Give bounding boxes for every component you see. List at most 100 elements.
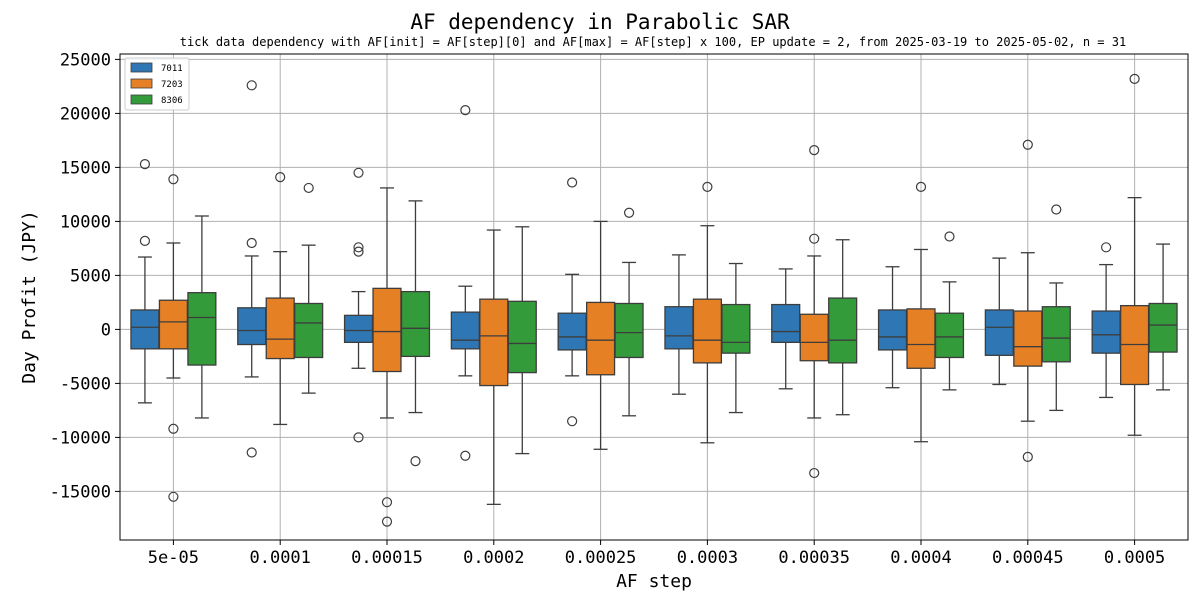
legend-swatch-7203 (130, 78, 153, 89)
box-iqr (450, 311, 480, 350)
box-8306-0.0005 (1148, 243, 1178, 391)
outlier-point (353, 167, 364, 178)
box-7011-5e-05 (130, 159, 160, 404)
outlier-point (275, 172, 286, 183)
outlier-point (353, 242, 364, 253)
x-tick-label: 0.0001 (249, 548, 310, 568)
outlier-point (303, 182, 314, 194)
box-iqr (906, 308, 936, 369)
box-iqr (585, 301, 616, 376)
box-iqr (158, 299, 189, 350)
box-8306-0.00025 (614, 207, 644, 417)
outlier-point (168, 174, 179, 185)
box-7203-0.00025 (585, 220, 616, 450)
box-iqr (265, 297, 295, 360)
y-tick-label: 25000 (60, 50, 111, 70)
box-iqr (721, 303, 751, 354)
legend-swatch-7011 (130, 62, 153, 73)
box-7203-0.00045 (1013, 139, 1043, 462)
legend: 7011 7203 8306 (124, 57, 190, 111)
y-tick-label: -5000 (60, 374, 111, 394)
x-tick-label: 0.0004 (890, 548, 951, 568)
box-iqr (1013, 310, 1043, 367)
outlier-point (460, 105, 471, 116)
x-axis-label: AF step (616, 571, 692, 592)
box-iqr (1148, 302, 1178, 353)
box-7011-0.00025 (557, 177, 587, 427)
outlier-point (246, 447, 257, 458)
outlier-point (168, 423, 179, 434)
box-iqr (877, 309, 908, 351)
outlier-point (567, 416, 578, 427)
box-8306-0.00045 (1041, 204, 1071, 412)
x-tick-label: 0.00015 (351, 548, 423, 568)
x-tick-label: 0.0005 (1104, 548, 1165, 568)
outlier-point (1101, 242, 1112, 253)
x-tick-label: 5e-05 (148, 548, 199, 568)
box-iqr (507, 300, 537, 374)
outlier-point (139, 235, 151, 246)
box-8306-0.00015 (400, 200, 431, 467)
legend-label-7203: 7203 (161, 80, 183, 90)
box-iqr (130, 309, 160, 350)
legend-label-8306: 8306 (161, 96, 183, 106)
outlier-point (139, 159, 151, 170)
outlier-point (460, 450, 471, 461)
plot-frame (119, 53, 1189, 541)
y-tick-label: -15000 (50, 482, 111, 502)
outlier-point (623, 207, 635, 218)
outlier-point (246, 237, 257, 249)
x-tick-label: 0.0002 (463, 548, 524, 568)
y-tick-label: 0 (101, 320, 111, 340)
box-iqr (1091, 310, 1121, 354)
box-7011-0.0005 (1091, 242, 1121, 399)
box-iqr (828, 297, 858, 364)
y-tick-label: 5000 (70, 266, 111, 286)
box-iqr (187, 292, 217, 366)
outlier-point (944, 231, 955, 242)
outlier-point (1022, 139, 1033, 150)
box-8306-0.0002 (507, 226, 537, 455)
x-axis-ticks: 5e-05 0.0001 0.00015 0.0002 0.00025 0.0003 0.0… (148, 540, 1165, 568)
y-tick-label: 20000 (60, 104, 111, 124)
box-7203-0.0001 (265, 172, 295, 426)
box-iqr (614, 302, 644, 359)
box-7203-0.0003 (692, 181, 723, 444)
box-iqr (557, 312, 587, 351)
outlier-point (809, 233, 820, 244)
outlier-point (353, 432, 364, 443)
y-axis-ticks: -15000 -10000 -5000 0 5000 10000 15000 20000 250… (50, 50, 120, 502)
outlier-point (381, 516, 393, 527)
legend-label-7011: 7011 (161, 64, 183, 74)
x-tick-label: 0.00035 (778, 548, 850, 568)
box-iqr (799, 313, 829, 362)
box-7203-0.0005 (1119, 73, 1150, 436)
box-7011-0.00045 (984, 257, 1014, 386)
x-tick-label: 0.00025 (565, 548, 637, 568)
box-7203-0.0004 (906, 181, 936, 443)
outlier-point (915, 181, 927, 192)
x-tick-label: 0.00045 (992, 548, 1064, 568)
box-iqr (294, 302, 324, 359)
box-plots (130, 73, 1178, 527)
box-7011-0.0001 (237, 80, 267, 458)
box-8306-0.0003 (721, 262, 751, 414)
box-iqr (479, 298, 509, 387)
outlier-point (353, 246, 364, 257)
y-tick-label: -10000 (50, 428, 111, 448)
chart-subtitle: tick data dependency with AF[init] = AF[… (180, 35, 1126, 49)
box-8306-0.0001 (294, 182, 324, 394)
y-tick-label: 10000 (60, 212, 111, 232)
box-7011-0.0002 (450, 105, 480, 461)
outlier-point (567, 177, 578, 188)
box-8306-5e-05 (187, 215, 217, 419)
box-iqr (343, 314, 374, 344)
outlier-point (809, 467, 820, 479)
legend-swatch-8306 (130, 94, 153, 105)
box-iqr (400, 290, 431, 358)
box-iqr (934, 312, 965, 359)
x-tick-label: 0.0003 (677, 548, 738, 568)
outlier-point (702, 181, 713, 192)
box-iqr (1041, 306, 1071, 363)
